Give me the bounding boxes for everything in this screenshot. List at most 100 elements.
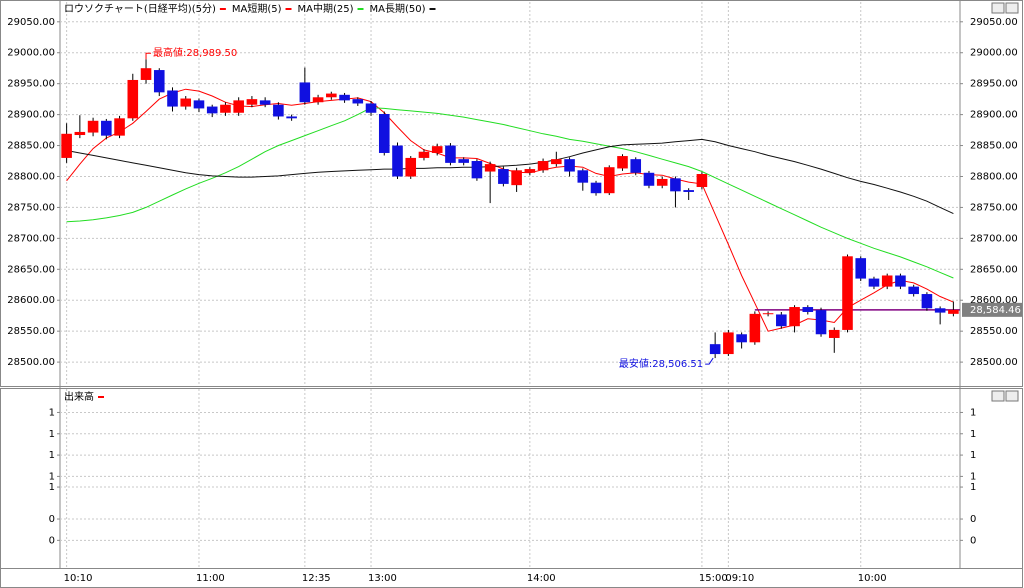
x-tick-label: 11:00 — [196, 573, 225, 584]
y-tick-label: 28500.00 — [7, 357, 55, 368]
candle-body — [921, 294, 933, 309]
candle-body — [696, 174, 708, 188]
y-tick-label-right: 1 — [970, 482, 976, 493]
candle-body — [365, 103, 377, 113]
candle-body — [762, 313, 774, 315]
y-tick-label: 28650.00 — [7, 264, 55, 275]
candle-body — [789, 307, 800, 327]
candle-body — [524, 169, 536, 173]
y-tick-label-right: 1 — [970, 471, 976, 482]
panel-buttons — [991, 2, 1019, 402]
y-tick-label-right: 0 — [970, 514, 976, 525]
candle-body — [233, 100, 244, 113]
candle-body — [842, 256, 853, 330]
y-tick-label-right: 1 — [970, 407, 976, 418]
button-close[interactable] — [1005, 2, 1019, 14]
y-tick-label: 1 — [49, 429, 55, 440]
candle-body — [908, 286, 919, 295]
candle-body — [167, 90, 178, 107]
candle-body — [180, 98, 192, 107]
y-tick-label-right: 28650.00 — [970, 264, 1018, 275]
y-tick-label-right: 28700.00 — [970, 233, 1018, 244]
candle-body — [352, 99, 364, 104]
y-tick-label: 28750.00 — [7, 202, 55, 213]
candle-body — [206, 106, 218, 114]
price-panel-frame — [0, 0, 1023, 387]
y-tick-label-right: 1 — [970, 450, 976, 461]
candle-body — [868, 278, 880, 287]
y-tick-label: 28900.00 — [7, 110, 55, 121]
y-tick-label-right: 28900.00 — [970, 110, 1018, 121]
ma-line — [66, 88, 954, 332]
candle-body — [617, 156, 628, 169]
candle-body — [431, 146, 443, 153]
y-tick-label: 28950.00 — [7, 79, 55, 90]
y-tick-label: 28850.00 — [7, 141, 55, 152]
legend-label: 出来高 — [64, 390, 94, 403]
candle-body — [299, 82, 311, 103]
legend-label: ロウソクチャート(日経平均)(5分) — [64, 2, 216, 15]
candle-body — [895, 275, 906, 287]
candle-body — [736, 334, 747, 343]
candle-body — [723, 332, 734, 355]
y-tick-label-right: 29050.00 — [970, 17, 1018, 28]
x-tick-label: 09:10 — [725, 573, 754, 584]
y-tick-label: 28550.00 — [7, 326, 55, 337]
candle-body — [656, 178, 668, 186]
candle-body — [630, 159, 642, 173]
high-annotation: 最高値:28,989.50 — [153, 46, 237, 59]
y-tick-label-right: 28600.00 — [970, 295, 1018, 306]
x-tick-label: 14:00 — [527, 573, 556, 584]
legend-label: MA長期(50) — [370, 3, 426, 15]
candle-body — [577, 170, 589, 183]
y-tick-label: 1 — [49, 471, 55, 482]
candle-body — [312, 97, 324, 103]
y-tick-label: 28700.00 — [7, 233, 55, 244]
candle-body — [643, 172, 655, 186]
candle-body — [881, 275, 893, 287]
y-tick-label-right: 28500.00 — [970, 357, 1018, 368]
candle-body — [855, 258, 867, 279]
candle-body — [511, 170, 522, 186]
candle-body — [378, 113, 390, 153]
button-l[interactable] — [991, 2, 1005, 14]
y-tick-label: 0 — [49, 535, 55, 546]
y-tick-label-right: 28850.00 — [970, 141, 1018, 152]
high-marker — [145, 52, 152, 60]
last-price-label: 28,584.46 — [970, 305, 1021, 316]
y-tick-label: 0 — [49, 514, 55, 525]
candle-body — [74, 131, 86, 136]
candle-body — [445, 145, 456, 163]
candle-body — [709, 344, 721, 355]
y-tick-label-right: 28550.00 — [970, 326, 1018, 337]
candle-body — [683, 190, 694, 192]
candle-body — [114, 118, 125, 136]
x-tick-label: 10:00 — [858, 573, 887, 584]
candle-body — [484, 164, 496, 172]
candle-body — [246, 99, 258, 105]
candle-body — [934, 308, 946, 313]
y-tick-label: 28800.00 — [7, 171, 55, 182]
candle-body — [537, 161, 549, 171]
candle-body — [802, 307, 814, 312]
candle-body — [815, 310, 827, 335]
candle-body — [153, 70, 165, 93]
candle-body — [87, 120, 99, 133]
button-l[interactable] — [991, 390, 1005, 402]
button-close[interactable] — [1005, 390, 1019, 402]
candle-body — [776, 314, 787, 327]
y-tick-label: 29050.00 — [7, 17, 55, 28]
legend-label: MA短期(5) — [232, 2, 282, 15]
x-tick-label: 15:00 — [699, 573, 728, 584]
candle-body — [259, 100, 271, 105]
y-tick-label: 1 — [49, 407, 55, 418]
candle-body — [127, 79, 139, 119]
candle-body — [326, 93, 337, 98]
candle-body — [418, 151, 430, 158]
candle-body — [948, 309, 959, 314]
candle-body — [471, 161, 483, 179]
candle-body — [498, 169, 509, 184]
candle-body — [603, 167, 615, 194]
y-tick-label-right: 0 — [970, 535, 976, 546]
